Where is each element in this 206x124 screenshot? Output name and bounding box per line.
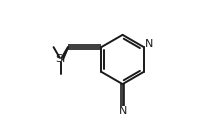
Text: Si: Si bbox=[56, 54, 66, 64]
Text: N: N bbox=[118, 106, 127, 116]
Text: N: N bbox=[145, 39, 153, 49]
